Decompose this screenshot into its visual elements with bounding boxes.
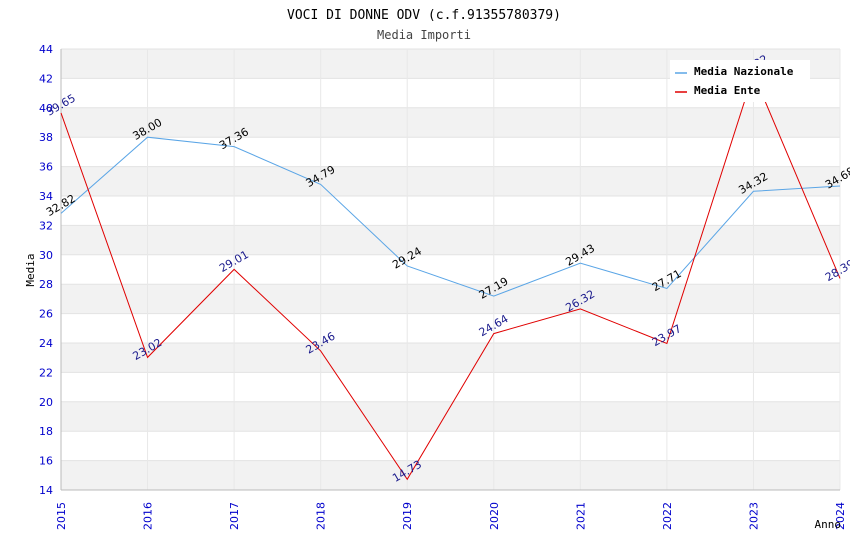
grid-band bbox=[61, 225, 840, 255]
y-tick-label: 38 bbox=[39, 131, 53, 144]
x-tick-label: 2023 bbox=[747, 502, 760, 530]
series-lines bbox=[60, 72, 841, 481]
legend-label-media-ente: Media Ente bbox=[694, 84, 761, 97]
series-line-media-nazionale bbox=[60, 136, 841, 297]
x-tick-label: 2015 bbox=[55, 502, 68, 530]
y-tick-label: 26 bbox=[39, 308, 53, 321]
y-tick-label: 36 bbox=[39, 161, 53, 174]
y-tick-label: 32 bbox=[39, 219, 53, 232]
y-tick-label: 24 bbox=[39, 337, 53, 350]
grid-band bbox=[61, 284, 840, 314]
y-tick-label: 34 bbox=[39, 190, 53, 203]
x-tick-label: 2019 bbox=[401, 502, 414, 530]
x-tick-label: 2022 bbox=[661, 502, 674, 530]
y-tick-label: 22 bbox=[39, 366, 53, 379]
grid-band bbox=[61, 343, 840, 373]
y-tick-label: 20 bbox=[39, 396, 53, 409]
legend-box bbox=[670, 60, 810, 102]
x-tick-label: 2021 bbox=[574, 502, 587, 530]
y-tick-label: 42 bbox=[39, 72, 53, 85]
x-axis-ticks: 2015 2016 2017 2018 2019 2020 2021 2022 2023 2024 bbox=[55, 502, 847, 530]
y-tick-label: 14 bbox=[39, 484, 53, 497]
x-tick-label: 2020 bbox=[488, 502, 501, 530]
y-tick-label: 16 bbox=[39, 455, 53, 468]
x-tick-label: 2017 bbox=[228, 502, 241, 530]
y-tick-label: 44 bbox=[39, 43, 53, 56]
x-axis-label: Anno bbox=[815, 518, 842, 531]
legend-label-media-nazionale: Media Nazionale bbox=[694, 65, 794, 78]
y-tick-label: 28 bbox=[39, 278, 53, 291]
grid-bands bbox=[61, 49, 840, 490]
y-tick-label: 30 bbox=[39, 249, 53, 262]
grid-band bbox=[61, 107, 840, 138]
y-axis-ticks: 14 16 18 20 22 24 26 28 30 32 34 36 38 40 42 44 bbox=[39, 43, 53, 497]
legend: Media Nazionale Media Ente bbox=[670, 60, 810, 102]
x-tick-label: 2024 bbox=[834, 502, 847, 530]
y-tick-label: 40 bbox=[39, 102, 53, 115]
x-tick-label: 2018 bbox=[315, 502, 328, 530]
data-label: 28.39 bbox=[823, 257, 850, 284]
y-tick-label: 18 bbox=[39, 425, 53, 438]
grid-band bbox=[61, 166, 840, 196]
chart-subtitle: Media Importi bbox=[377, 28, 471, 42]
x-tick-label: 2016 bbox=[142, 502, 155, 530]
series-line-media-ente bbox=[60, 72, 841, 481]
chart-title: VOCI DI DONNE ODV (c.f.91355780379) bbox=[287, 8, 561, 23]
grid-band bbox=[61, 460, 840, 490]
y-axis-label: Media bbox=[24, 253, 37, 286]
